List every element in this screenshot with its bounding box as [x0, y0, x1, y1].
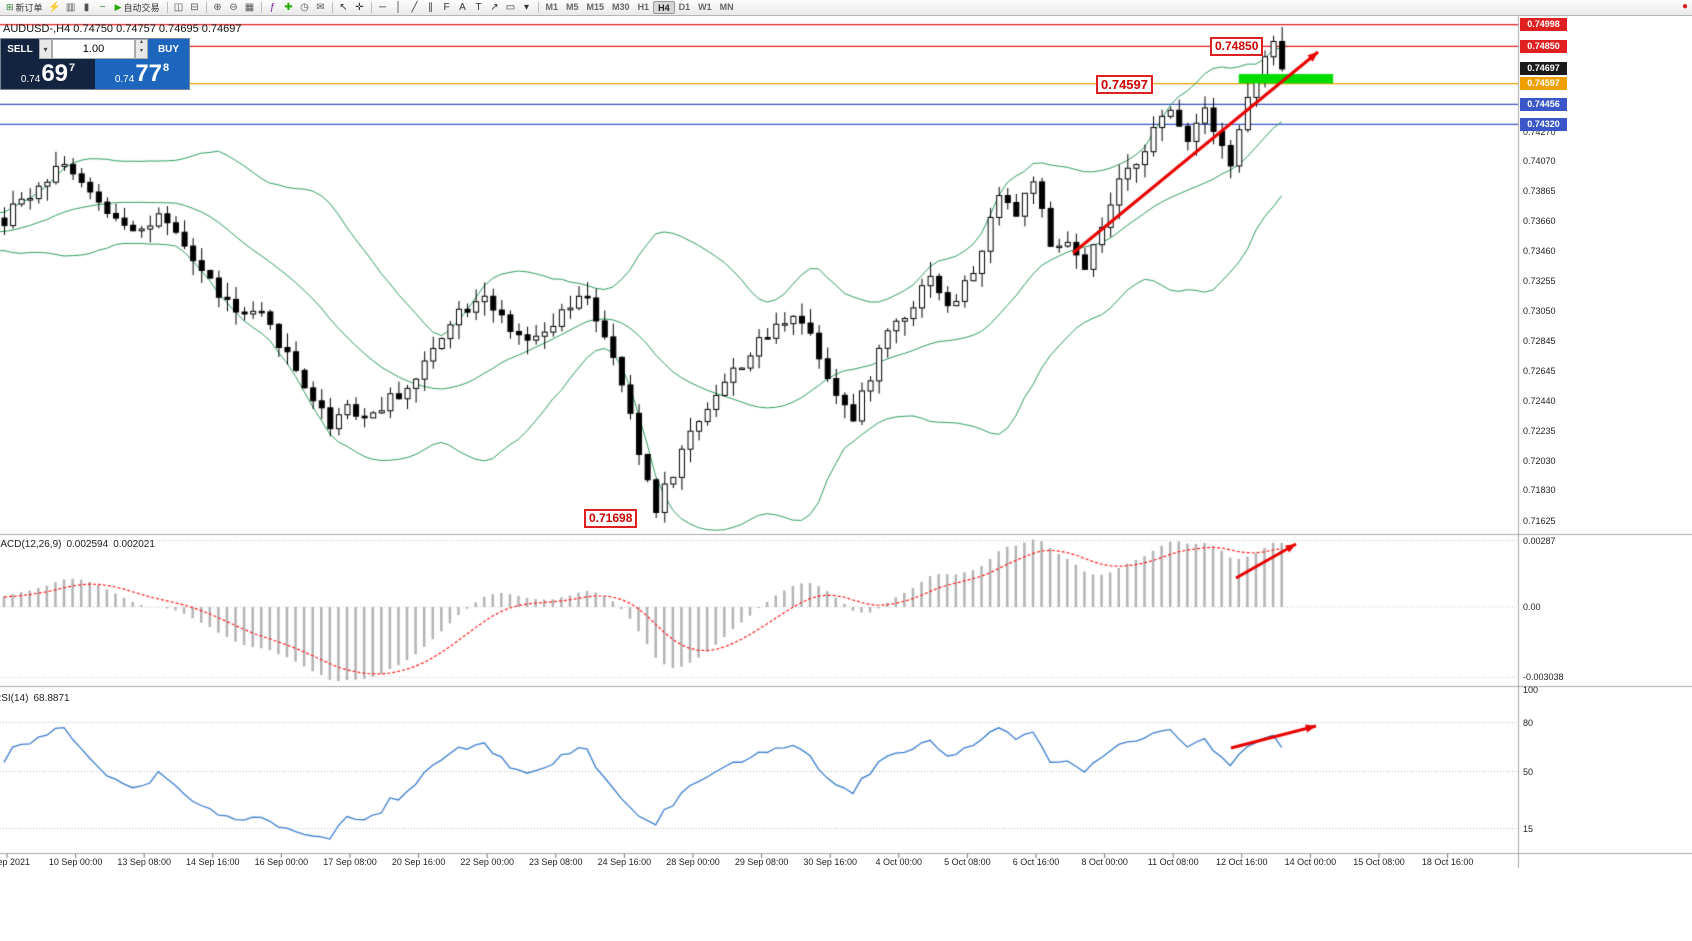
dropdown-caret-icon[interactable]: ▾	[523, 2, 530, 13]
add-indicator-icon[interactable]: ✚	[284, 2, 293, 13]
autotrading-button-label: 自动交易	[123, 3, 160, 13]
bar-chart-icon[interactable]: ▥	[65, 2, 76, 13]
rsi-value: 68.8871	[33, 693, 70, 704]
buy-button[interactable]: BUY	[148, 39, 189, 59]
tile-windows-icon[interactable]: ◫	[173, 2, 184, 13]
rsi-label: RSI(14) 68.8871	[0, 693, 70, 704]
trendline-tool-icon[interactable]: ╱	[411, 2, 418, 13]
autotrading-button[interactable]: ▶ 自动交易	[111, 1, 164, 15]
volume-up-button[interactable]: ▴	[139, 39, 143, 45]
label-tool-icon[interactable]: T	[475, 2, 482, 13]
volume-stepper: ▴ ▾	[135, 39, 148, 59]
timeframe-w1[interactable]: W1	[698, 2, 712, 12]
price-callout-74597[interactable]: 0.74597	[1096, 75, 1153, 94]
new-order-button[interactable]: ⊞ 新订单	[2, 1, 47, 15]
macd-label: MACD(12,26,9) 0.002594 0.002021	[0, 539, 155, 550]
volume-input[interactable]	[52, 39, 135, 59]
buy-price-pipette: 8	[163, 62, 170, 74]
grid-icon[interactable]: ▦	[244, 2, 255, 13]
toolbar-separator	[537, 2, 539, 13]
timeframe-m1[interactable]: M1	[545, 2, 559, 12]
rsi-name: RSI(14)	[0, 693, 29, 704]
indicators-icon[interactable]: ƒ	[269, 2, 276, 13]
macd-name: MACD(12,26,9)	[0, 539, 62, 550]
line-chart-icon[interactable]: ~	[99, 2, 106, 13]
text-tool-icon[interactable]: A	[459, 2, 466, 13]
volume-dropdown-caret-icon[interactable]: ▾	[39, 39, 52, 59]
arrange-windows-icon[interactable]: ⊟	[190, 2, 199, 13]
macd-main-value: 0.002594	[66, 539, 109, 550]
toolbar-separator	[370, 2, 372, 13]
macd-signal-value: 0.002021	[113, 539, 155, 550]
toolbar-separator	[260, 2, 262, 13]
toolbar-separator	[205, 2, 207, 13]
volume-down-button[interactable]: ▾	[139, 48, 143, 54]
timeframe-m5[interactable]: M5	[566, 2, 579, 12]
sell-price[interactable]: 0.74 69 7	[1, 59, 95, 89]
arrow-tool-icon[interactable]: ↗	[490, 2, 499, 13]
autotrading-button-icon: ▶	[114, 2, 122, 12]
crosshair-icon[interactable]: ✛	[355, 2, 364, 13]
buy-price[interactable]: 0.74 77 8	[95, 59, 189, 89]
mail-icon[interactable]: ✉	[316, 2, 325, 13]
timeframe-mn[interactable]: MN	[719, 2, 734, 12]
shapes-tool-icon[interactable]: ▭	[505, 2, 516, 13]
toolbar-separator	[331, 2, 333, 13]
sell-price-big-digits: 69	[41, 60, 69, 87]
timeframe-h1[interactable]: H1	[637, 2, 650, 12]
candlestick-chart-icon[interactable]: ▮	[83, 2, 90, 13]
sell-button[interactable]: SELL	[1, 39, 39, 59]
timeframe-m15[interactable]: M15	[586, 2, 605, 12]
price-callout-71698[interactable]: 0.71698	[584, 509, 638, 528]
hline-tool-icon[interactable]: ─	[378, 2, 387, 13]
new-order-button-label: 新订单	[15, 3, 43, 13]
zoom-out-icon[interactable]: ⊖	[229, 2, 238, 13]
sell-price-pipette: 7	[69, 62, 76, 74]
cursor-icon[interactable]: ↖	[339, 2, 348, 13]
buy-price-prefix: 0.74	[114, 74, 135, 85]
lightning-icon[interactable]: ⚡	[48, 2, 61, 13]
vline-tool-icon[interactable]: │	[395, 2, 402, 13]
channel-tool-icon[interactable]: ∥	[428, 2, 433, 13]
price-callout-74850[interactable]: 0.74850	[1210, 37, 1264, 56]
new-order-button-icon: ⊞	[6, 2, 14, 12]
symbol-ohlc-header: AUDUSD-,H4 0.74750 0.74757 0.74695 0.746…	[3, 23, 242, 35]
timeframe-d1[interactable]: D1	[678, 2, 691, 12]
period-clock-icon[interactable]: ◷	[300, 2, 309, 13]
fibonacci-tool-icon[interactable]: F	[443, 2, 450, 13]
toolbar-separator	[166, 2, 168, 13]
buy-price-big-digits: 77	[135, 60, 163, 87]
sell-price-prefix: 0.74	[20, 74, 41, 85]
timeframe-m30[interactable]: M30	[612, 2, 630, 12]
toolbar: ⊞ 新订单 ⚡ ▥ ▮ ~ ▶ 自动交易 ◫ ⊟ ⊕ ⊖ ▦ ƒ ✚ ◷ ✉ ↖ ✛ ─ │ ╱ ∥ F A T ↗ ▭ ▾ M1 M5 M1…	[0, 0, 1692, 16]
one-click-trade-panel: SELL ▾ ▴ ▾ BUY 0.74 69 7 0.74 77 8	[0, 38, 190, 90]
timeframe-h4[interactable]: H4	[653, 1, 675, 14]
red-status-icon: ●	[1681, 1, 1688, 12]
zoom-in-icon[interactable]: ⊕	[213, 2, 222, 13]
